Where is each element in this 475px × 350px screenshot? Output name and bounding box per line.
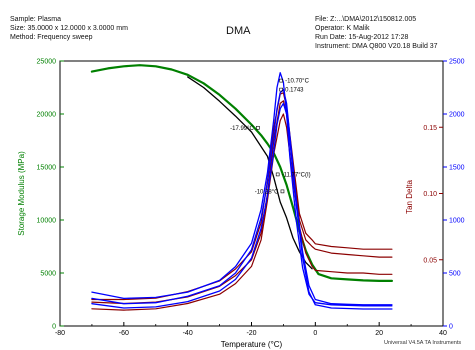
annotation-label: -10.70°C [285,79,309,85]
y-left-axis-label: Storage Modulus (MPa) [17,151,26,236]
x-tick-label: -80 [55,330,65,337]
plot-frame [59,60,444,327]
x-tick-label: 0 [313,330,317,337]
y-right-outer-tick-label: 0 [449,324,453,331]
x-axis-label: Temperature (°C) [221,340,283,349]
annotation-marker [280,189,285,194]
y-left-tick-label: 10000 [37,218,57,225]
run-date-label: Run Date: 15-Aug-2012 17:28 [315,34,409,41]
sample-label: Sample: Plasma [10,16,61,23]
footer-text: Universal V4.5A TA Instruments [384,340,462,346]
x-tick-label: -20 [246,330,256,337]
x-tick-label: 40 [439,330,447,337]
y-right-inner-tick-label: 0.15 [423,125,437,132]
y-left-tick-label: 0 [52,324,56,331]
series-line-5 [91,113,393,311]
series-line-1 [90,64,393,282]
y-right-axis-label: Tan Delta [405,180,414,214]
y-left-tick-label: 5000 [40,271,56,278]
method-label: Method: Frequency sweep [10,34,93,41]
series-line-2 [187,76,313,270]
y-left-tick-label: 15000 [37,165,57,172]
size-label: Size: 35.0000 x 12.0000 x 3.0000 mm [10,25,128,32]
x-tick-label: -40 [183,330,193,337]
series-line-6 [91,72,393,307]
header-right: File: Z:...\DMA\2012\150812.005 Operator… [315,15,438,51]
operator-label: Operator: K Malik [315,25,370,32]
series-line-8 [91,102,393,310]
y-left-tick-label: 25000 [37,59,57,66]
instrument-label: Instrument: DMA Q800 V20.18 Build 37 [315,43,438,50]
y-right-inner-tick-label: 0.05 [423,257,437,264]
y-right-outer-tick-label: 500 [449,271,461,278]
header-left: Sample: Plasma Size: 35.0000 x 12.0000 x… [10,15,128,42]
annotation-label: -10.28°C [255,189,279,195]
annotation-marker [279,78,283,83]
x-tick-label: 20 [375,330,383,337]
y-left-tick-label: 20000 [37,112,57,119]
y-right-outer-tick-label: 2000 [449,112,465,119]
y-right-outer-tick-label: 1000 [449,218,465,225]
annotation-marker [279,87,283,92]
annotation-label: -17.99°C [230,126,254,132]
x-tick-label: -60 [119,330,129,337]
y-right-outer-tick-label: 1500 [449,165,465,172]
annotation-marker [256,125,260,130]
annotation-marker [275,172,280,177]
y-right-outer-tick-label: 2500 [449,59,465,66]
file-label: File: Z:...\DMA\2012\150812.005 [315,16,417,23]
annotation-label: 0.1743 [285,88,304,94]
annotation-label: -11.77°C(I) [282,172,311,178]
y-right-inner-tick-label: 0.10 [423,191,437,198]
chart-title: DMA [226,25,251,37]
